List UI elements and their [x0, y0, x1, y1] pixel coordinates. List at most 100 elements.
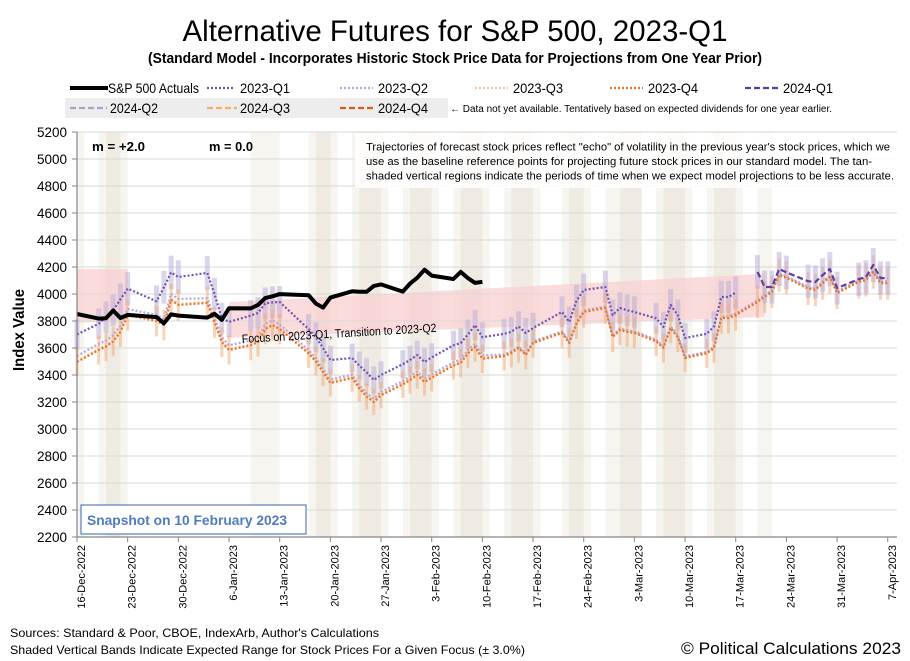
x-tick-label: 17-Feb-2023 [532, 545, 544, 608]
x-tick-label: 16-Dec-2022 [76, 545, 88, 609]
explanation-box [355, 133, 897, 188]
low-accuracy-band-dark [460, 132, 483, 537]
series-line-2023-q4 [76, 270, 888, 404]
error-bar-2023-q4 [401, 371, 405, 398]
focus-range-2 [229, 273, 765, 338]
error-bar-2023-q1 [465, 319, 471, 350]
series-line-2024-q1 [756, 263, 888, 290]
x-tick-label: 10-Mar-2023 [684, 545, 696, 608]
error-bar-2023-q4 [423, 368, 426, 396]
error-bar-2023-q1 [530, 312, 536, 344]
legend-item-2024-q2: 2024-Q2 [70, 100, 158, 116]
error-bar-2023-q1 [581, 273, 587, 307]
legend-label-2023-q4: 2023-Q4 [648, 80, 698, 96]
error-bar-2023-q4 [379, 382, 383, 409]
y-tick-label: 2200 [37, 530, 67, 545]
y-tick-label: 4800 [37, 179, 67, 194]
low-accuracy-bands [77, 132, 772, 537]
x-tick-label: 10-Feb-2023 [481, 545, 493, 608]
low-accuracy-band-dark [714, 132, 736, 537]
legend-label-2023-q1: 2023-Q1 [240, 80, 290, 96]
snapshot-box: Snapshot on 10 February 2023 [80, 504, 307, 535]
error-bar-2023-q4 [654, 326, 658, 357]
error-bar-2023-q1 [327, 345, 333, 375]
low-accuracy-band-dark [410, 132, 432, 537]
error-bar-2023-q1 [704, 318, 710, 349]
error-bar-2023-q4 [480, 344, 484, 373]
y-tick-label: 4400 [37, 233, 67, 248]
error-bar-2023-q1 [248, 300, 254, 332]
error-bar-2023-q1 [226, 306, 232, 338]
y-tick-label: 5200 [37, 125, 67, 140]
error-bar-2024-q1 [776, 252, 782, 286]
y-tick-label: 3800 [37, 314, 67, 329]
legend-item-2023-q2: 2023-Q2 [340, 80, 428, 96]
x-tick-label: 20-Jan-2023 [329, 545, 341, 607]
error-bar-2023-q1 [559, 296, 565, 328]
legend-item-2024-q4: 2024-Q4 [340, 100, 428, 116]
error-bar-2023-q1 [168, 255, 174, 290]
error-bar-2023-q1 [508, 316, 514, 347]
error-bar-2023-q4 [263, 314, 267, 345]
x-tick-label: 31-Mar-2023 [836, 545, 848, 608]
m-plus-annotation: m = +2.0 [92, 139, 145, 154]
legend-data-not-available-note: ← Data not yet available. Tentatively ba… [450, 104, 832, 115]
low-accuracy-band-dark [619, 132, 642, 537]
error-bar-2023-q1 [356, 351, 362, 380]
y-tick-label: 2600 [37, 476, 67, 491]
legend-item-2023-q1: 2023-Q1 [207, 80, 290, 96]
error-bar-2023-q4 [466, 339, 470, 368]
low-accuracy-band-dark [359, 132, 381, 537]
error-bar-2023-q1 [624, 294, 630, 326]
y-tick-label: 4200 [37, 260, 67, 275]
error-bar-2023-q1 [175, 260, 181, 294]
legend-label-2024-q1: 2024-Q1 [783, 80, 833, 96]
legend-item-2024-q1: 2024-Q1 [745, 80, 833, 96]
snapshot-label: Snapshot on 10 February 2023 [87, 512, 287, 528]
error-bar-2023-q1 [516, 311, 522, 342]
x-tick-label: 3-Feb-2023 [431, 545, 443, 602]
error-bar-2024-q1 [762, 270, 768, 304]
error-bar-2023-q1 [349, 343, 355, 373]
y-tick-label: 4000 [37, 287, 67, 302]
copyright-notice: © Political Calculations 2023 [681, 639, 901, 658]
x-tick-label: 30-Dec-2022 [177, 545, 189, 609]
legend-item-2023-q3: 2023-Q3 [475, 80, 563, 96]
legend-item-2024-q3: 2024-Q3 [207, 100, 290, 116]
error-bar-2023-q4 [227, 335, 231, 365]
snapshot-box-frame [80, 504, 307, 535]
legend: S&P 500 Actuals 2023-Q1 2023-Q2 2023-Q3 … [65, 80, 833, 118]
low-accuracy-band-dark [511, 132, 533, 537]
legend-label-2024-q4: 2024-Q4 [378, 100, 428, 116]
explanation-line-1: Trajectories of forecast stock prices re… [366, 142, 890, 154]
x-tick-label: 24-Mar-2023 [785, 545, 797, 608]
error-bar-2023-q1 [378, 361, 384, 389]
legend-label-actuals: S&P 500 Actuals [108, 80, 199, 96]
explanation-line-2: use as the baseline reference points for… [366, 156, 872, 168]
x-tick-label: 24-Feb-2023 [583, 545, 595, 608]
error-bar-2023-q4 [408, 366, 412, 394]
x-tick-label: 3-Mar-2023 [633, 545, 645, 602]
error-bar-2023-q1 [371, 366, 377, 394]
legend-label-2024-q2: 2024-Q2 [110, 100, 158, 116]
error-bar-2023-q1 [204, 256, 210, 290]
chart-subtitle: (Standard Model - Incorporates Historic … [148, 51, 762, 67]
y-tick-label: 3000 [37, 422, 67, 437]
y-tick-label: 2800 [37, 449, 67, 464]
x-tick-label: 6-Jan-2023 [228, 545, 240, 601]
low-accuracy-band-light [757, 132, 772, 537]
low-accuracy-band-dark [663, 132, 686, 537]
error-bar-2023-q1 [472, 309, 478, 341]
error-bar-2023-q4 [430, 364, 434, 392]
error-bar-2023-q1 [501, 318, 507, 349]
x-tick-label: 17-Mar-2023 [735, 545, 747, 608]
error-bar-2023-q4 [271, 309, 274, 341]
chart-title: Alternative Futures for S&P 500, 2023-Q1 [183, 15, 728, 48]
x-tick-label: 7-Apr-2023 [887, 545, 899, 600]
error-bar-2023-q4 [328, 369, 332, 397]
y-tick-label: 3600 [37, 341, 67, 356]
error-bar-2023-q1 [631, 296, 637, 328]
error-bar-2023-q4 [459, 348, 463, 378]
series-line-2023-q1 [76, 271, 737, 382]
m-zero-annotation: m = 0.0 [209, 139, 253, 154]
